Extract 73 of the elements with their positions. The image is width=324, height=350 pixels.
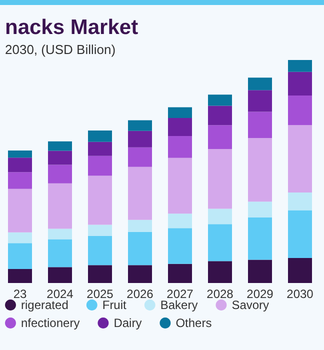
bar [208, 94, 232, 106]
bar [48, 183, 72, 229]
x-tick-label: 2029 [246, 287, 274, 301]
bar [88, 142, 112, 156]
bar [48, 239, 72, 268]
bar [208, 106, 232, 126]
bar [8, 188, 32, 232]
x-tick-label: 2028 [206, 287, 234, 301]
x-tick-label: 23 [13, 287, 27, 301]
bar [48, 150, 72, 165]
bar [168, 214, 192, 228]
legend-label: rigerated [21, 298, 68, 312]
bar [168, 118, 192, 136]
bar [288, 95, 312, 126]
bar [208, 224, 232, 262]
bar [8, 150, 32, 158]
bar [248, 202, 272, 218]
bar [168, 136, 192, 158]
bar [248, 78, 272, 90]
x-tick-label: 2030 [286, 287, 314, 301]
legend-label: Fruit [102, 298, 128, 312]
bar [128, 130, 152, 148]
bar [88, 236, 112, 266]
bar [288, 258, 312, 283]
bar [48, 267, 72, 283]
bar [168, 228, 192, 264]
bar [8, 158, 32, 172]
bar [128, 265, 152, 283]
x-tick-label: 2024 [46, 287, 74, 301]
legend-label: Dairy [114, 316, 142, 330]
bar [8, 172, 32, 189]
bar [248, 260, 272, 283]
bar [88, 265, 112, 283]
bar [288, 125, 312, 192]
bar [208, 125, 232, 149]
legend-label: Others [176, 316, 212, 330]
bar [88, 176, 112, 225]
bar [88, 224, 112, 236]
bar [48, 141, 72, 151]
bar [8, 268, 32, 283]
chart-subtitle: 2030, (USD Billion) [5, 42, 116, 57]
bar [88, 156, 112, 176]
bar [248, 112, 272, 138]
bar [128, 120, 152, 131]
bar [128, 220, 152, 232]
x-tick-label: 2026 [126, 287, 154, 301]
bar [288, 72, 312, 96]
bar [248, 90, 272, 112]
bar [48, 164, 72, 184]
legend-label: nfectionery [21, 316, 80, 330]
bar [288, 192, 312, 210]
bar [88, 130, 112, 142]
legend-label: Bakery [160, 298, 198, 312]
bar [8, 243, 32, 269]
bar [128, 166, 152, 220]
bar [8, 232, 32, 244]
bar [128, 232, 152, 266]
x-tick-label: 2027 [166, 287, 194, 301]
legend-label: Savory [232, 298, 270, 312]
bar [208, 261, 232, 283]
bar [248, 138, 272, 202]
bar [208, 148, 232, 209]
bar [128, 147, 152, 167]
bar [168, 264, 192, 283]
bar [168, 107, 192, 118]
bar [248, 217, 272, 260]
bar [208, 208, 232, 224]
chart-title: nacks Market [5, 16, 138, 39]
x-tick-label: 2025 [86, 287, 114, 301]
bar [48, 228, 72, 240]
bar [288, 210, 312, 258]
bar [288, 60, 312, 72]
bar [168, 158, 192, 214]
